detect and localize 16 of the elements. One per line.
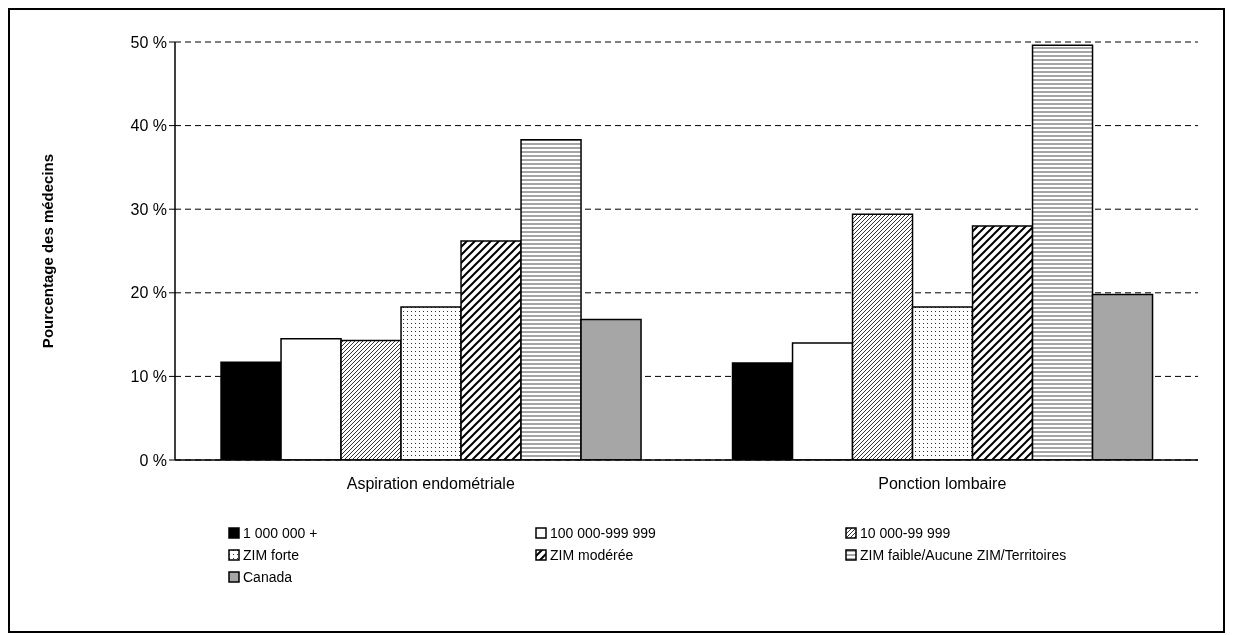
y-tick-label: 50 %: [130, 33, 167, 51]
legend-label: Canada: [243, 569, 293, 585]
y-tick-label: 40 %: [130, 117, 167, 135]
legend-label: ZIM faible/Aucune ZIM/Territoires: [860, 547, 1067, 563]
y-tick-label: 0 %: [139, 451, 167, 469]
x-tick-label: Aspiration endométriale: [346, 475, 515, 493]
y-tick-label: 20 %: [130, 284, 167, 302]
y-tick-label: 30 %: [130, 200, 167, 218]
legend-label: 1 000 000 +: [243, 525, 318, 541]
legend-label: ZIM modérée: [550, 547, 634, 563]
legend-label: ZIM forte: [243, 547, 300, 563]
y-axis-title: Pourcentage des médecins: [39, 153, 57, 349]
legend-label: 100 000-999 999: [550, 525, 656, 541]
legend-label: 10 000-99 999: [860, 525, 951, 541]
x-tick-label: Ponction lombaire: [878, 475, 1007, 493]
y-tick-label: 10 %: [130, 368, 167, 386]
